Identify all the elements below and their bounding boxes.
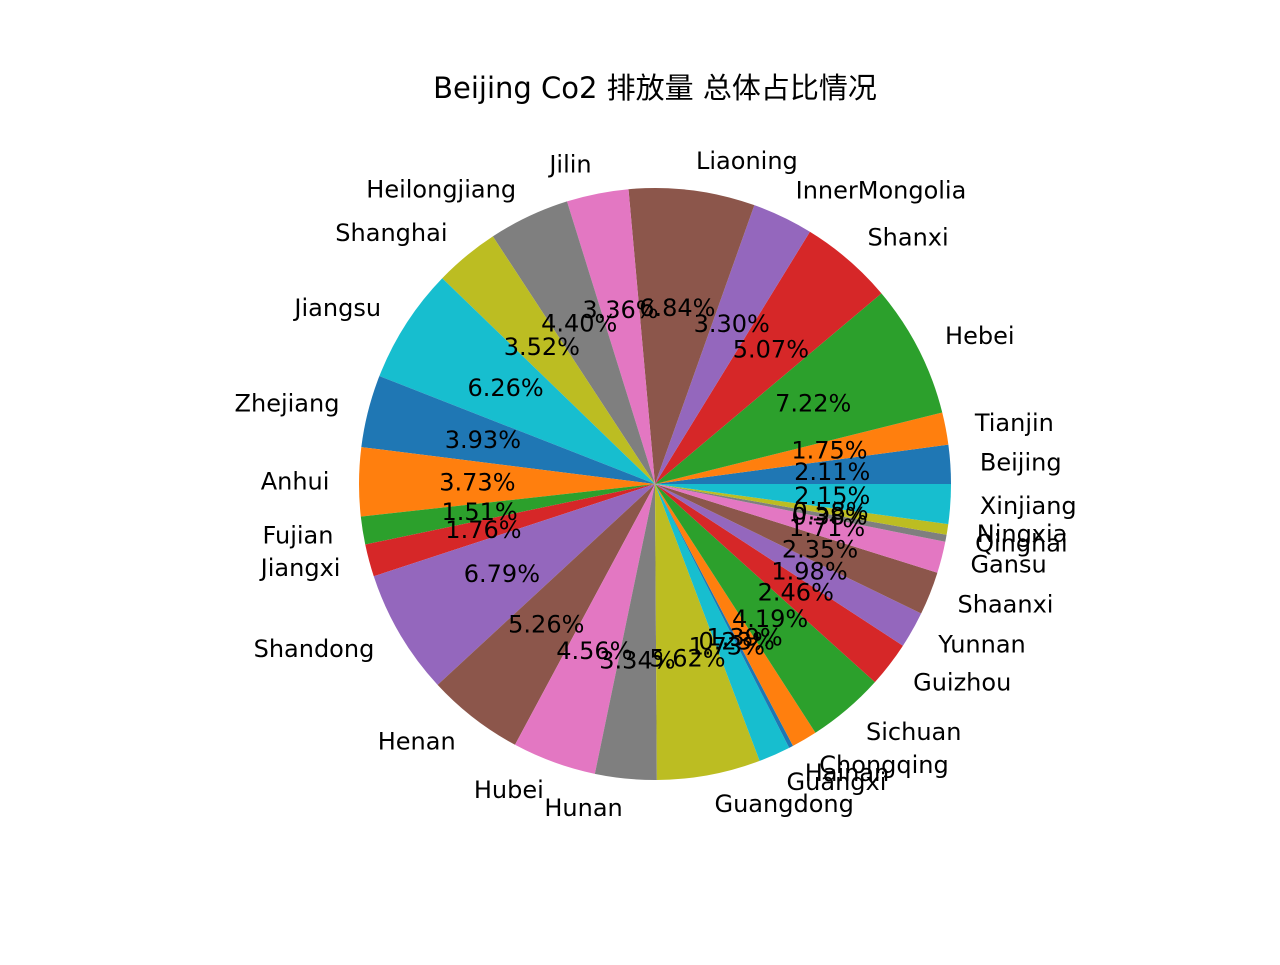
pie-category-label-jiangxi: Jiangxi — [259, 554, 341, 582]
pie-percent-label-qinghai: 0.38% — [791, 503, 867, 531]
pie-slice-shaanxi — [655, 484, 938, 614]
pie-category-label-shaanxi: Shaanxi — [958, 590, 1054, 618]
pie-percent-label-shaanxi: 2.35% — [782, 536, 858, 564]
pie-category-label-beijing: Beijing — [980, 448, 1062, 476]
pie-percent-label-xinjiang: 2.15% — [794, 482, 870, 510]
pie-slice-qinghai — [655, 484, 947, 542]
pie-slice-guangxi — [655, 484, 790, 761]
pie-slice-guangdong — [655, 484, 760, 780]
pie-slice-sichuan — [655, 484, 875, 733]
pie-category-label-yunnan: Yunnan — [937, 630, 1025, 658]
pie-category-label-shanghai: Shanghai — [335, 219, 447, 247]
pie-category-label-tianjin: Tianjin — [974, 409, 1054, 437]
pie-category-label-hubei: Hubei — [474, 776, 544, 804]
pie-percent-label-zhejiang: 3.93% — [445, 426, 521, 454]
pie-slice-hainan — [655, 484, 794, 748]
pie-percent-label-tianjin: 1.75% — [791, 437, 867, 465]
pie-category-label-sichuan: Sichuan — [866, 718, 961, 746]
pie-category-label-hunan: Hunan — [544, 794, 622, 822]
pie-percent-label-hunan: 3.34% — [599, 647, 675, 675]
pie-category-label-shandong: Shandong — [254, 635, 375, 663]
pie-slice-chongqing — [655, 484, 816, 746]
pie-category-label-hebei: Hebei — [945, 322, 1014, 350]
pie-percent-labels: 2.11%1.75% 7.22% 5.07%3.30%6.84%3.36%4.40%… — [439, 294, 870, 675]
pie-category-label-liaoning: Liaoning — [696, 147, 798, 175]
pie-percent-label-jiangsu: 6.26% — [467, 374, 543, 402]
pie-percent-label-jiangxi: 1.76% — [445, 516, 521, 544]
pie-percent-label-henan: 5.26% — [508, 610, 584, 638]
pie-slice-innermongolia — [655, 205, 810, 485]
pie-percent-label-guangxi: 1.73% — [689, 632, 765, 660]
pie-slices — [359, 188, 951, 780]
pie-category-label-hainan: Hainan — [805, 759, 890, 787]
pie-percent-label-gansu: 1.71% — [789, 514, 865, 542]
pie-slice-zhejiang — [361, 376, 655, 484]
pie-category-labels: Beijing Tianjin Hebei Shanxi InnerMongoliaLi… — [235, 147, 1077, 822]
pie-category-label-guangxi: Guangxi — [787, 768, 887, 796]
pie-category-label-qinghai: Qinghai — [975, 530, 1068, 558]
pie-slice-shandong — [373, 484, 655, 685]
pie-percent-label-shanghai: 3.52% — [504, 333, 580, 361]
pie-percent-label-innermongolia: 3.30% — [694, 310, 770, 338]
pie-category-label-guangdong: Guangdong — [715, 790, 854, 818]
pie-category-label-shanxi: Shanxi — [867, 223, 948, 251]
chart-title: Beijing Co2 排放量 总体占比情况 — [433, 71, 877, 105]
pie-slice-fujian — [360, 484, 655, 545]
pie-slice-gansu — [655, 484, 946, 573]
pie-category-label-fujian: Fujian — [262, 521, 333, 549]
pie-slice-beijing — [655, 444, 951, 484]
pie-percent-label-guangdong: 5.62% — [649, 645, 725, 673]
pie-category-label-ningxia: Ningxia — [977, 520, 1068, 548]
pie-category-label-anhui: Anhui — [261, 468, 330, 496]
pie-percent-label-anhui: 3.73% — [439, 469, 515, 497]
pie-slice-shanxi — [655, 231, 882, 484]
pie-category-label-guizhou: Guizhou — [913, 668, 1011, 696]
pie-percent-label-jilin: 3.36% — [582, 296, 658, 324]
pie-category-label-henan: Henan — [378, 727, 456, 755]
pie-slice-jiangsu — [379, 278, 655, 484]
pie-percent-label-shanxi: 5.07% — [733, 335, 809, 363]
pie-category-label-heilongjiang: Heilongjiang — [366, 176, 516, 204]
pie-slice-guizhou — [655, 484, 903, 683]
pie-percent-label-chongqing: 1.39% — [706, 623, 782, 651]
pie-percent-label-hubei: 4.56% — [556, 637, 632, 665]
pie-slice-xinjiang — [655, 484, 951, 525]
pie-slice-jiangxi — [365, 484, 655, 577]
pie-percent-label-shandong: 6.79% — [464, 560, 540, 588]
pie-category-label-jilin: Jilin — [547, 151, 591, 179]
pie-category-label-innermongolia: InnerMongolia — [796, 176, 967, 204]
pie-percent-label-heilongjiang: 4.40% — [541, 309, 617, 337]
pie-percent-label-beijing: 2.11% — [794, 458, 870, 486]
pie-slice-heilongjiang — [492, 201, 655, 485]
pie-slice-tianjin — [655, 412, 949, 484]
pie-slice-anhui — [359, 447, 655, 517]
pie-percent-label-liaoning: 6.84% — [639, 294, 715, 322]
pie-slice-hubei — [515, 484, 655, 774]
pie-percent-label-hebei: 7.22% — [775, 389, 851, 417]
pie-slice-shanghai — [442, 236, 655, 484]
pie-slice-yunnan — [655, 484, 922, 646]
pie-slice-jilin — [566, 189, 655, 484]
pie-percent-label-hainan: 0.23% — [699, 628, 775, 656]
pie-slice-liaoning — [628, 188, 755, 485]
pie-slice-ningxia — [655, 484, 949, 535]
pie-category-label-zhejiang: Zhejiang — [235, 390, 340, 418]
pie-slice-hebei — [655, 293, 943, 484]
pie-category-label-chongqing: Chongqing — [819, 751, 948, 779]
pie-percent-label-ningxia: 0.58% — [792, 497, 868, 525]
pie-category-label-jiangsu: Jiangsu — [292, 294, 381, 322]
pie-slice-hunan — [594, 484, 657, 780]
pie-category-label-xinjiang: Xinjiang — [980, 492, 1077, 520]
pie-percent-label-yunnan: 1.98% — [771, 558, 847, 586]
pie-percent-label-sichuan: 4.19% — [732, 605, 808, 633]
pie-category-label-gansu: Gansu — [970, 551, 1046, 579]
pie-percent-label-guizhou: 2.46% — [758, 578, 834, 606]
pie-percent-label-fujian: 1.51% — [441, 498, 517, 526]
pie-slice-henan — [437, 484, 655, 745]
